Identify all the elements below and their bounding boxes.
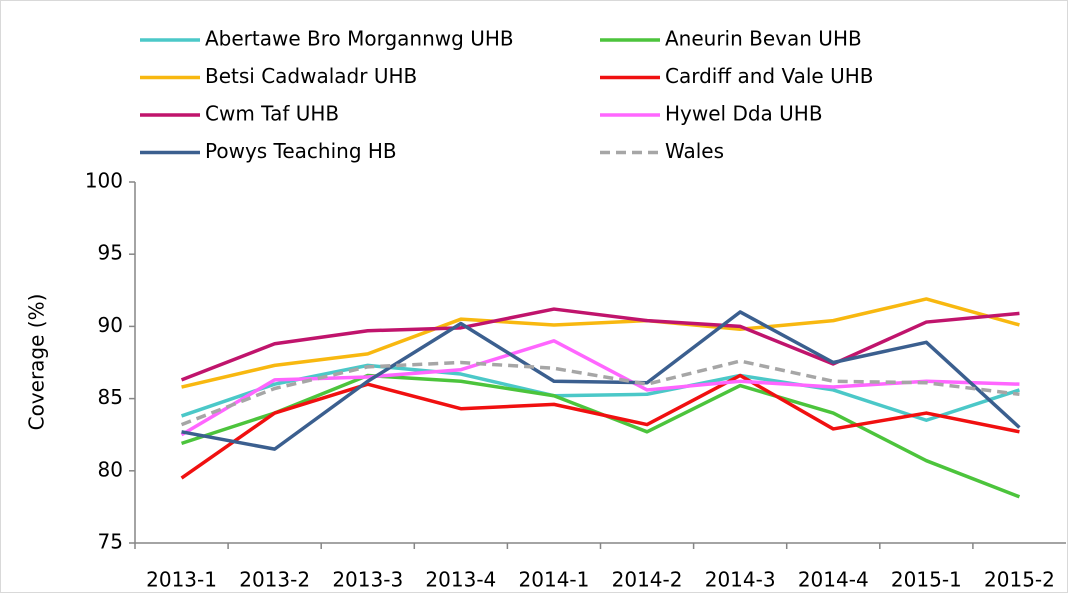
series-line	[180, 359, 1020, 427]
series-line	[181, 297, 1020, 389]
x-tick-label: 2014-1	[519, 568, 590, 592]
x-tick-label: 2013-2	[239, 568, 310, 592]
legend-label: Abertawe Bro Morgannwg UHB	[205, 27, 514, 51]
x-tick-label: 2015-1	[891, 568, 962, 592]
y-tick-label: 85	[98, 385, 123, 409]
legend-label: Cardiff and Vale UHB	[665, 64, 873, 88]
series-line	[180, 363, 1020, 423]
x-tick-label: 2013-3	[332, 568, 403, 592]
legend-label: Cwm Taf UHB	[205, 102, 339, 126]
y-tick-label: 90	[98, 313, 123, 337]
x-tick-label: 2014-4	[798, 568, 869, 592]
legend-label: Hywel Dda UHB	[665, 102, 823, 126]
series-line	[180, 373, 1020, 480]
x-tick-label: 2015-2	[984, 568, 1055, 592]
y-tick-label: 95	[98, 241, 123, 265]
legend-label: Aneurin Bevan UHB	[665, 27, 862, 51]
legend-label: Wales	[665, 139, 724, 163]
x-tick-label: 2014-2	[612, 568, 683, 592]
y-axis-title: Coverage (%)	[25, 294, 49, 431]
y-tick-label: 100	[85, 169, 123, 193]
series-line	[181, 310, 1021, 451]
x-tick-label: 2013-1	[146, 568, 217, 592]
series-line	[180, 307, 1020, 382]
x-tick-label: 2013-4	[425, 568, 496, 592]
x-tick-label: 2014-3	[705, 568, 776, 592]
y-tick-label: 75	[98, 530, 123, 554]
legend-label: Betsi Cadwaladr UHB	[205, 64, 417, 88]
legend-label: Powys Teaching HB	[205, 139, 397, 163]
y-tick-label: 80	[98, 457, 123, 481]
